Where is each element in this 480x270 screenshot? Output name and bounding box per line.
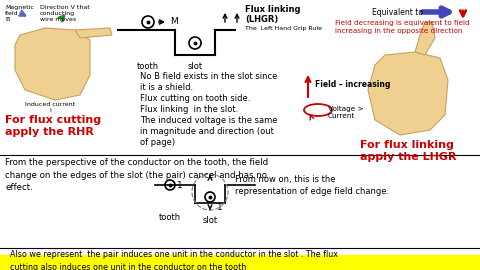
Text: Flux linking: Flux linking (245, 5, 300, 14)
Text: Induced current
I: Induced current I (25, 102, 75, 113)
Polygon shape (415, 22, 435, 55)
Polygon shape (15, 28, 90, 100)
Text: From the perspective of the conductor on the tooth, the field
change on the edge: From the perspective of the conductor on… (5, 158, 268, 192)
Text: Direction V that
conducting
wire moves: Direction V that conducting wire moves (40, 5, 90, 22)
Text: The  Left Hand Grip Rule: The Left Hand Grip Rule (245, 26, 322, 31)
Text: Voltage >
Current: Voltage > Current (328, 106, 364, 119)
Text: of page): of page) (140, 138, 175, 147)
Text: Also we represent  the pair induces one unit in the conductor in the slot . The : Also we represent the pair induces one u… (5, 250, 338, 270)
Bar (0, 255, 480, 270)
Text: tooth: tooth (137, 62, 159, 71)
Text: The induced voltage is the same: The induced voltage is the same (140, 116, 277, 125)
Text: Flux linking  in the slot.: Flux linking in the slot. (140, 105, 238, 114)
Text: Equivalent to: Equivalent to (372, 8, 423, 17)
Text: Flux cutting on tooth side.: Flux cutting on tooth side. (140, 94, 251, 103)
Text: From now on, this is the
representation of edge field change.: From now on, this is the representation … (235, 175, 389, 197)
Text: Field – increasing: Field – increasing (315, 80, 390, 89)
Polygon shape (368, 52, 448, 135)
Text: (LHGR): (LHGR) (245, 15, 278, 24)
Text: Field decreasing is equivalent to field
increasing in the opposite direction: Field decreasing is equivalent to field … (335, 20, 469, 34)
Text: For flux cutting
apply the RHR: For flux cutting apply the RHR (5, 115, 101, 137)
Polygon shape (75, 28, 112, 38)
Text: it is a shield.: it is a shield. (140, 83, 193, 92)
Text: tooth: tooth (159, 213, 181, 222)
Text: in magnitude and direction (out: in magnitude and direction (out (140, 127, 274, 136)
Text: For flux linking
apply the LHGR: For flux linking apply the LHGR (360, 140, 456, 162)
Text: Magnetic
field
B: Magnetic field B (5, 5, 34, 22)
Text: No B field exists in the slot since: No B field exists in the slot since (140, 72, 277, 81)
Text: M: M (170, 18, 178, 26)
Text: slot: slot (187, 62, 203, 71)
Text: 1: 1 (217, 203, 223, 212)
Text: slot: slot (203, 216, 217, 225)
Text: 1: 1 (177, 181, 183, 190)
